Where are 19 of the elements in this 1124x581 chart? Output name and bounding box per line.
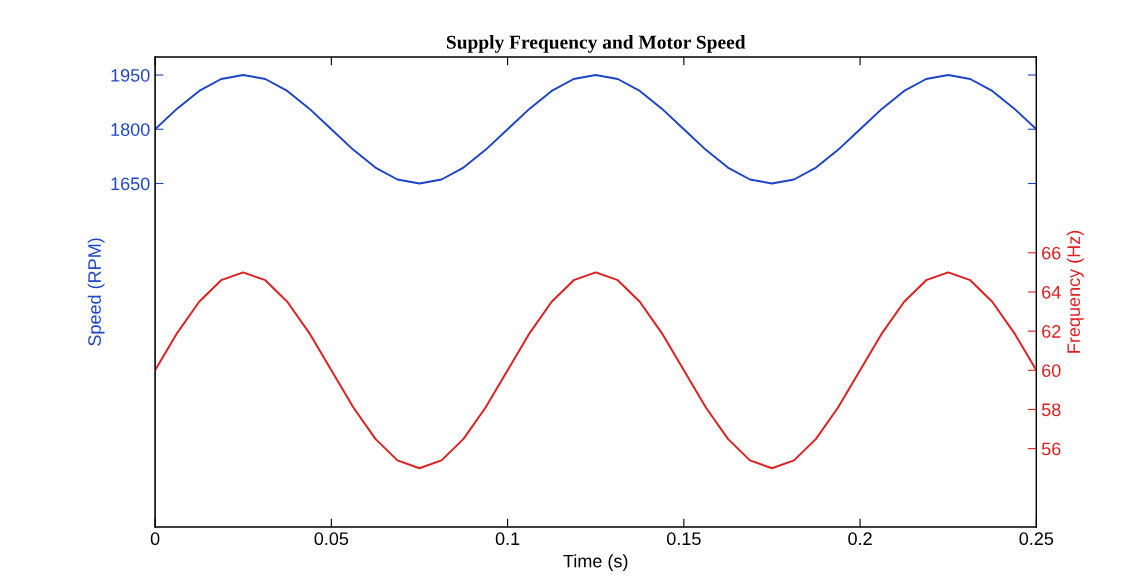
y-tick-label: 1800 bbox=[111, 123, 150, 136]
y-tick-label: 1650 bbox=[111, 177, 150, 191]
y2-tick-label: 60 bbox=[1042, 364, 1061, 378]
y2-tick-label: 56 bbox=[1041, 442, 1061, 456]
x-tick-label: 0.1 bbox=[495, 532, 520, 546]
y2-tick-label: 58 bbox=[1041, 403, 1061, 417]
y2-tick-label: 66 bbox=[1042, 246, 1061, 260]
x-tick-label: 0.2 bbox=[848, 532, 872, 546]
x-tick-label: 0.25 bbox=[1019, 532, 1054, 546]
y2-axis-title: Frequency (Hz) bbox=[1066, 230, 1084, 353]
x-axis-title: Time (s) bbox=[563, 554, 628, 572]
y-axis-title: Speed (RPM) bbox=[87, 238, 105, 346]
x-tick-label: 0.05 bbox=[314, 532, 349, 546]
y2-tick-label: 62 bbox=[1042, 325, 1061, 338]
x-tick-label: 0 bbox=[150, 532, 160, 546]
chart-title: Supply Frequency and Motor Speed bbox=[446, 35, 746, 53]
y2-tick-label: 64 bbox=[1042, 285, 1061, 299]
x-tick-label: 0.15 bbox=[666, 532, 701, 546]
y-tick-label: 1950 bbox=[111, 68, 150, 82]
